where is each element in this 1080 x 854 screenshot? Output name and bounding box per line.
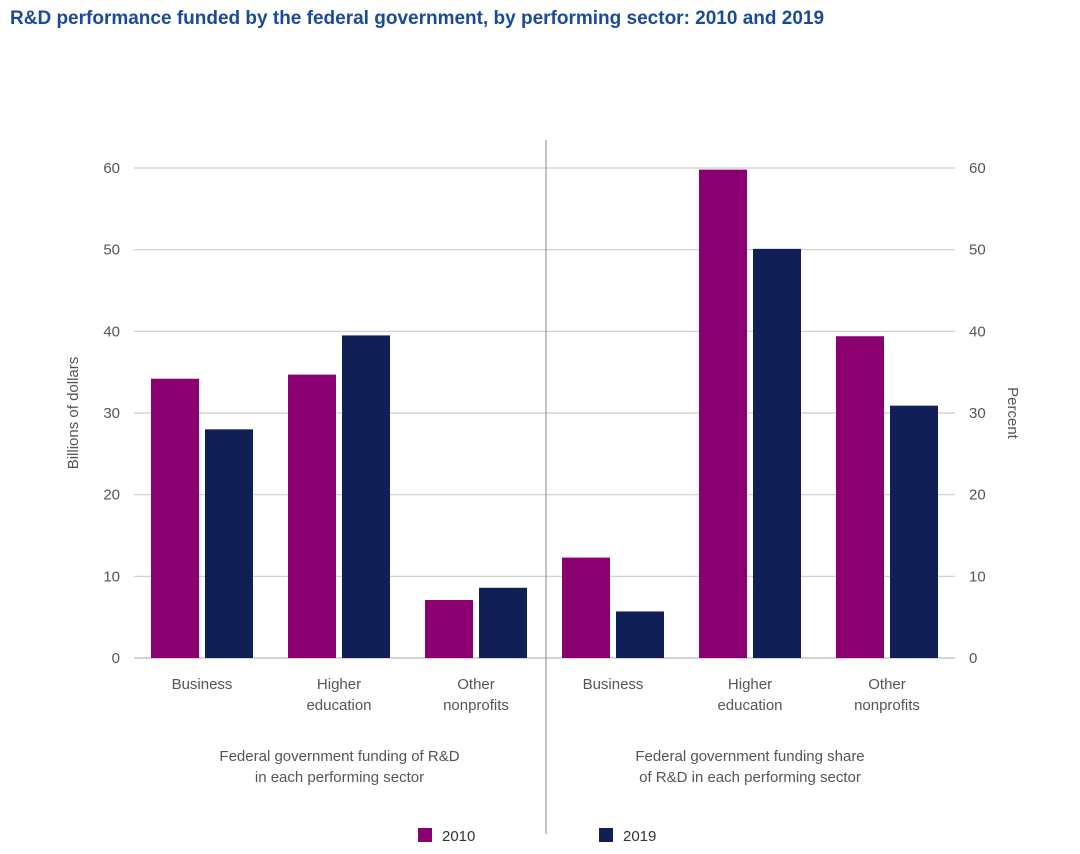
bar-2019 bbox=[616, 611, 664, 658]
y-tick-label: 0 bbox=[112, 650, 120, 667]
y-tick-label: 40 bbox=[103, 323, 120, 340]
y-tick-label: 40 bbox=[969, 323, 986, 340]
bar-2010 bbox=[699, 169, 747, 658]
category-label: Higher bbox=[728, 676, 772, 693]
bar-2010 bbox=[425, 600, 473, 658]
y-tick-label: 20 bbox=[103, 487, 120, 504]
y-tick-label: 50 bbox=[969, 242, 986, 259]
bar-2010 bbox=[562, 557, 610, 658]
category-label: education bbox=[306, 697, 371, 714]
gridlines bbox=[134, 140, 955, 834]
y-tick-label: 30 bbox=[103, 405, 120, 422]
legend-swatch-2019 bbox=[599, 828, 613, 842]
category-label: Business bbox=[583, 676, 644, 693]
bar-2019 bbox=[890, 405, 938, 658]
category-label: Higher bbox=[317, 676, 361, 693]
category-label: education bbox=[717, 697, 782, 714]
y-axis-title: Billions of dollars bbox=[65, 357, 82, 470]
y-tick-label: 60 bbox=[103, 160, 120, 177]
y-tick-label: 10 bbox=[969, 568, 986, 585]
panel-label: Federal government funding share bbox=[635, 748, 864, 765]
panel-label: Federal government funding of R&D bbox=[219, 748, 459, 765]
chart-title: R&D performance funded by the federal go… bbox=[10, 8, 825, 29]
legend: 2010 2019 bbox=[418, 828, 656, 845]
legend-label: 2019 bbox=[623, 828, 656, 845]
legend-swatch-2010 bbox=[418, 828, 432, 842]
y-tick-label: 0 bbox=[969, 650, 977, 667]
bars bbox=[151, 169, 938, 658]
bar-2019 bbox=[753, 248, 801, 658]
legend-label: 2010 bbox=[442, 828, 475, 845]
category-label: nonprofits bbox=[854, 697, 920, 714]
bar-2010 bbox=[151, 378, 199, 658]
y-axis-title: Percent bbox=[1004, 387, 1021, 440]
panel-label: of R&D in each performing sector bbox=[639, 769, 861, 786]
bar-2019 bbox=[205, 429, 253, 658]
category-label: Other bbox=[868, 676, 906, 693]
bar-2019 bbox=[479, 587, 527, 658]
bar-2010 bbox=[836, 336, 884, 658]
category-label: Business bbox=[172, 676, 233, 693]
category-label: nonprofits bbox=[443, 697, 509, 714]
y-tick-label: 50 bbox=[103, 242, 120, 259]
bar-2019 bbox=[342, 335, 390, 658]
labels: 0 10 20 30 40 50 60 Billions of dollars Business… bbox=[65, 160, 1021, 786]
y-tick-label: 30 bbox=[969, 405, 986, 422]
panel-label: in each performing sector bbox=[255, 769, 424, 786]
category-label: Other bbox=[457, 676, 495, 693]
y-tick-label: 20 bbox=[969, 487, 986, 504]
y-tick-label: 10 bbox=[103, 568, 120, 585]
bar-2010 bbox=[288, 374, 336, 658]
y-tick-label: 60 bbox=[969, 160, 986, 177]
